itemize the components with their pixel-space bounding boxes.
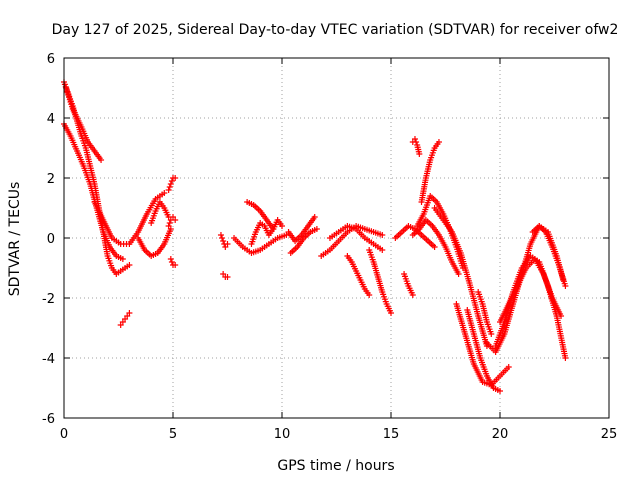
data-point (455, 271, 462, 277)
x-tick-label: 15 (383, 427, 400, 442)
data-point (413, 139, 420, 145)
series-6 (148, 199, 172, 226)
data-point (366, 292, 373, 298)
data-point (165, 223, 172, 229)
series-24 (409, 136, 423, 157)
series-10 (117, 310, 133, 328)
data-point (431, 244, 438, 250)
data-point (98, 157, 105, 163)
data-point (167, 181, 174, 187)
data-point (217, 232, 224, 238)
data-marks (61, 79, 569, 394)
series-3 (63, 85, 105, 163)
data-point (172, 175, 179, 181)
x-tick-label: 5 (169, 427, 177, 442)
data-point (219, 235, 226, 241)
series-30 (464, 307, 503, 394)
series-13 (231, 232, 290, 256)
series-2 (61, 121, 126, 262)
data-point (168, 178, 175, 184)
y-tick-label: -6 (42, 412, 55, 427)
series-32 (483, 223, 567, 355)
series-15 (248, 217, 285, 247)
data-point (388, 310, 394, 316)
y-axis-label: SDTVAR / TECUs (7, 182, 23, 297)
y-tick-label: 0 (47, 232, 55, 247)
series-23 (401, 271, 416, 298)
data-point (311, 214, 318, 220)
series-19 (326, 223, 386, 253)
series-27 (409, 217, 462, 277)
data-point (409, 292, 416, 298)
data-point (167, 256, 174, 262)
series-16 (287, 226, 320, 256)
data-point (172, 217, 179, 223)
data-point (562, 355, 569, 361)
data-point (505, 364, 512, 370)
x-tick-label: 20 (492, 427, 509, 442)
data-point (119, 256, 126, 262)
x-tick-label: 25 (601, 427, 618, 442)
x-axis-ticks: 0 5 10 15 20 25 (60, 58, 617, 442)
data-point (411, 136, 418, 142)
series-5 (135, 226, 174, 259)
series-11 (217, 232, 231, 250)
series-14 (244, 199, 277, 232)
y-tick-label: 2 (47, 172, 55, 187)
data-point (166, 220, 173, 226)
x-axis-label: GPS time / hours (277, 458, 394, 474)
data-point (224, 241, 231, 247)
data-point (562, 283, 569, 289)
series-21 (366, 247, 394, 316)
series-25 (418, 139, 442, 205)
y-tick-label: -4 (42, 352, 55, 367)
series-28 (431, 205, 490, 349)
data-point (379, 232, 386, 238)
data-point (165, 187, 172, 193)
data-point (166, 184, 173, 190)
chart-title: Day 127 of 2025, Sidereal Day-to-day VTE… (52, 22, 619, 38)
series-12 (220, 271, 231, 280)
series-9 (167, 256, 179, 268)
series-7 (165, 175, 179, 193)
data-point (379, 247, 386, 253)
series-17 (285, 214, 318, 244)
data-point (435, 139, 442, 145)
data-point (220, 238, 227, 244)
data-point (279, 223, 285, 229)
data-point (313, 226, 320, 232)
series-35 (529, 223, 569, 289)
x-tick-label: 0 (60, 427, 68, 442)
series-8 (165, 214, 179, 229)
data-point (497, 388, 503, 394)
series-31 (475, 289, 495, 337)
data-point (416, 151, 423, 157)
series-4 (91, 190, 168, 247)
series-34 (492, 253, 569, 361)
data-point (172, 262, 179, 268)
data-point (488, 331, 495, 337)
y-tick-label: 4 (47, 112, 55, 127)
data-point (161, 190, 168, 196)
series-22 (392, 223, 438, 250)
data-point (126, 262, 133, 268)
series-20 (344, 253, 373, 298)
data-point (224, 274, 231, 280)
data-point (168, 259, 175, 265)
y-axis-ticks: -6 -4 -2 0 2 4 6 (42, 52, 609, 427)
grid (64, 58, 609, 418)
y-tick-label: 6 (47, 52, 55, 67)
y-tick-label: -2 (42, 292, 55, 307)
data-point (126, 310, 133, 316)
x-tick-label: 10 (274, 427, 291, 442)
